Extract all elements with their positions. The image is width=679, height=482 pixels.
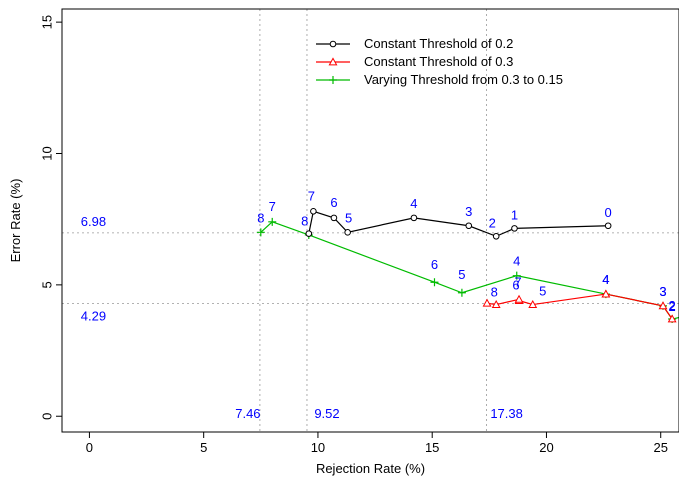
legend-marker-0 bbox=[329, 40, 337, 48]
x-tick-label-3: 15 bbox=[425, 440, 439, 455]
y-tick-label-1: 5 bbox=[39, 281, 54, 288]
y-axis-title: Error Rate (%) bbox=[8, 179, 23, 263]
series-2-label-5: 5 bbox=[458, 267, 465, 282]
series-1-label-0: 2 bbox=[669, 299, 676, 314]
series-1-point-3 bbox=[528, 299, 538, 308]
x-tick-label-4: 20 bbox=[539, 440, 553, 455]
series-1-label-5: 7 bbox=[514, 274, 521, 289]
series-2 bbox=[256, 217, 679, 324]
series-1-label-6: 8 bbox=[491, 285, 498, 300]
vref-label-0: 7.46 bbox=[235, 406, 260, 421]
legend-marker-1 bbox=[328, 57, 338, 66]
series-1-point-1 bbox=[658, 301, 668, 310]
vref-label-1: 9.52 bbox=[314, 406, 339, 421]
series-1-line bbox=[486, 293, 673, 320]
series-0-label-0: 0 bbox=[605, 205, 612, 220]
series-0-point-3 bbox=[465, 222, 473, 230]
x-tick-label-1: 5 bbox=[200, 440, 207, 455]
legend: Constant Threshold of 0.2 Constant Thresh… bbox=[316, 36, 563, 87]
legend-entry-1: Constant Threshold of 0.3 bbox=[364, 54, 513, 69]
series-2-point-5 bbox=[457, 288, 466, 297]
series-1-point-2 bbox=[601, 289, 611, 298]
series-1-point-0 bbox=[667, 314, 677, 323]
series-1-label-3: 5 bbox=[539, 284, 546, 299]
series-1-point-7 bbox=[482, 298, 492, 307]
series-0-label-6: 6 bbox=[330, 195, 337, 210]
series-0-label-5: 5 bbox=[345, 210, 352, 225]
series-0-label-3: 3 bbox=[465, 204, 472, 219]
x-tick-label-2: 10 bbox=[311, 440, 325, 455]
series-0-label-2: 2 bbox=[489, 215, 496, 230]
plot-frame bbox=[61, 8, 679, 433]
series-0-label-8: 8 bbox=[301, 214, 308, 229]
series-2-point-4 bbox=[512, 271, 521, 280]
series-0-point-2 bbox=[492, 232, 500, 240]
series-0-point-6 bbox=[330, 214, 338, 222]
series-1-point-5 bbox=[514, 294, 524, 303]
series-0-point-5 bbox=[344, 229, 351, 236]
series-0 bbox=[305, 208, 612, 240]
series-0-point-7 bbox=[310, 208, 317, 215]
series-2-label-3: 4 bbox=[602, 272, 609, 287]
series-2-point-6 bbox=[430, 278, 439, 287]
series-0-point-8 bbox=[305, 230, 313, 237]
x-axis-title: Rejection Rate (%) bbox=[316, 461, 425, 476]
series-1-label-1: 3 bbox=[659, 284, 666, 299]
series-2-label-4: 4 bbox=[513, 254, 520, 269]
series-0-point-1 bbox=[511, 225, 518, 232]
series-1-point-6 bbox=[491, 299, 501, 308]
x-tick-label-0: 0 bbox=[86, 440, 93, 455]
href-label-0: 6.98 bbox=[81, 214, 106, 229]
href-label-1: 4.29 bbox=[81, 309, 106, 324]
series-2-line bbox=[260, 221, 679, 320]
legend-entry-2: Varying Threshold from 0.3 to 0.15 bbox=[364, 72, 563, 87]
legend-entry-0: Constant Threshold of 0.2 bbox=[364, 36, 513, 51]
series-2-label-9: 8 bbox=[257, 210, 264, 225]
series-2-label-2: 3 bbox=[659, 284, 666, 299]
series-2-point-9 bbox=[256, 228, 265, 237]
reference-lines: 7.46 9.52 17.38 6.98 4.29 bbox=[62, 9, 679, 432]
legend-marker-2 bbox=[329, 76, 337, 84]
series-2-point-8 bbox=[268, 217, 277, 226]
y-tick-label-0: 0 bbox=[39, 413, 54, 420]
vref-label-2: 17.38 bbox=[490, 406, 523, 421]
series-1-label-2: 4 bbox=[602, 272, 609, 287]
series-2-label-8: 7 bbox=[269, 199, 276, 214]
series-0-label-1: 1 bbox=[511, 207, 518, 222]
series-1-label-4: 6 bbox=[512, 278, 519, 293]
series-0-point-4 bbox=[410, 214, 418, 222]
series-1 bbox=[482, 289, 677, 323]
series-0-label-4: 4 bbox=[410, 196, 417, 211]
y-tick-label-2: 10 bbox=[39, 146, 54, 160]
x-tick-label-5: 25 bbox=[653, 440, 667, 455]
series-2-label-6: 6 bbox=[431, 257, 438, 272]
y-tick-label-3: 15 bbox=[39, 15, 54, 29]
series-0-label-7: 7 bbox=[308, 188, 315, 203]
series-0-point-0 bbox=[604, 222, 612, 230]
series-2-label-1: 2 bbox=[669, 298, 676, 313]
